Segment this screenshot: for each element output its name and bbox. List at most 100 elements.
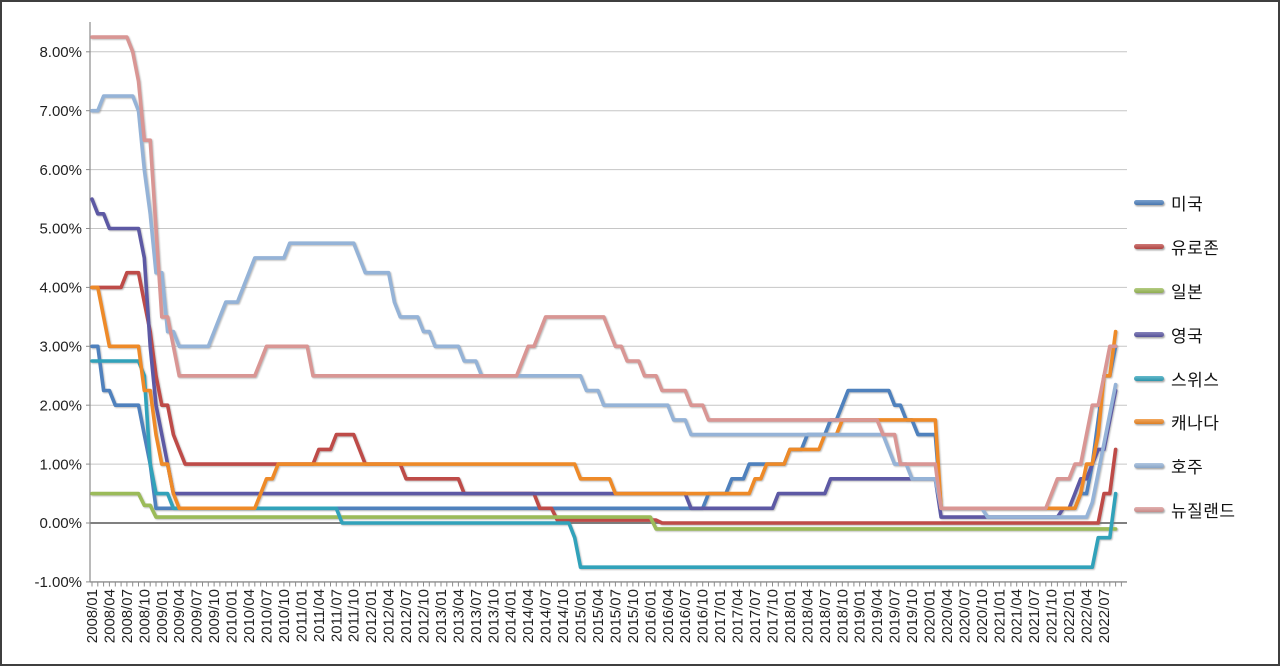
legend-marker-line (1134, 200, 1164, 206)
series-line-뉴질랜드 (90, 35, 1118, 511)
x-tick-label: 2012/07 (398, 589, 415, 643)
legend-item: 일본 (1134, 269, 1236, 313)
legend-label: 미국 (1171, 195, 1204, 215)
legend-item: 호주 (1134, 444, 1236, 488)
legend-marker-line (1134, 244, 1164, 250)
y-tick-label: 1.00% (39, 456, 82, 473)
x-tick-label: 2022/07 (1096, 589, 1113, 643)
legend-label: 호주 (1171, 458, 1204, 478)
legend-item: 뉴질랜드 (1134, 488, 1236, 532)
x-tick-label: 2017/01 (712, 589, 729, 643)
x-tick-label: 2015/10 (625, 589, 642, 643)
x-tick-label: 2009/10 (206, 589, 223, 643)
x-tick-label: 2020/10 (974, 589, 991, 643)
x-tick-label: 2020/04 (939, 589, 956, 643)
legend-marker-line (1134, 463, 1164, 469)
x-tick-label: 2010/04 (241, 589, 258, 643)
x-tick-label: 2013/10 (485, 589, 502, 643)
legend-item: 유로존 (1134, 225, 1236, 269)
x-tick-label: 2014/04 (520, 589, 537, 643)
x-tick-label: 2018/07 (817, 589, 834, 643)
legend-label: 영국 (1171, 326, 1204, 346)
x-tick-label: 2016/07 (677, 589, 694, 643)
y-tick-label: -1.00% (34, 574, 82, 591)
x-tick-label: 2010/07 (259, 589, 276, 643)
x-tick-label: 2012/10 (416, 589, 433, 643)
legend-marker-line (1134, 287, 1164, 293)
x-tick-label: 2017/10 (765, 589, 782, 643)
legend-marker-line (1134, 331, 1164, 337)
y-tick-label: 8.00% (39, 44, 82, 61)
y-tick-label: 4.00% (39, 280, 82, 297)
x-tick-label: 2010/01 (224, 589, 241, 643)
series-line-영국 (90, 197, 1118, 519)
legend-item: 영국 (1134, 312, 1236, 356)
y-tick-label: 7.00% (39, 103, 82, 120)
y-tick-label: 0.00% (39, 515, 82, 532)
x-tick-label: 2008/10 (136, 589, 153, 643)
x-tick-label: 2016/01 (642, 589, 659, 643)
y-tick-label: 3.00% (39, 339, 82, 356)
x-tick-label: 2017/07 (747, 589, 764, 643)
series-line-미국 (90, 344, 1118, 511)
x-tick-label: 2013/01 (433, 589, 450, 643)
legend-label: 일본 (1171, 282, 1204, 302)
axes (86, 22, 1122, 587)
x-tick-label: 2019/07 (887, 589, 904, 643)
y-tick-label: 2.00% (39, 397, 82, 414)
x-tick-label: 2012/04 (381, 589, 398, 643)
x-tick-label: 2008/04 (101, 589, 118, 643)
x-tick-label: 2021/01 (991, 589, 1008, 643)
x-tick-label: 2014/01 (503, 589, 520, 643)
x-tick-label: 2011/07 (328, 589, 345, 642)
x-tick-label: 2018/01 (782, 589, 799, 643)
x-tick-label: 2011/04 (311, 589, 328, 642)
legend-marker-line (1134, 375, 1164, 381)
series-line-유로존 (90, 270, 1118, 525)
x-tick-label: 2019/01 (852, 589, 869, 643)
x-tick-label: 2014/07 (538, 589, 555, 643)
legend-label: 캐나다 (1171, 414, 1220, 434)
series-line-일본 (90, 491, 1118, 531)
x-tick-label: 2012/01 (363, 589, 380, 643)
x-tick-label: 2019/04 (869, 589, 886, 643)
legend-item: 캐나다 (1134, 400, 1236, 444)
y-tick-label: 5.00% (39, 221, 82, 238)
legend-item: 스위스 (1134, 356, 1236, 400)
x-tick-label: 2020/07 (956, 589, 973, 643)
x-tick-label: 2020/01 (922, 589, 939, 643)
y-axis-labels: 8.00% 7.00% 6.00% 5.00% 4.00% 3.00% 2.00% 1.00%… (34, 44, 82, 591)
x-tick-label: 2016/04 (660, 589, 677, 643)
x-tick-label: 2019/10 (904, 589, 921, 643)
legend-marker-line (1134, 419, 1164, 425)
legend-label: 유로존 (1171, 239, 1220, 259)
x-tick-label: 2010/10 (276, 589, 293, 643)
x-tick-label: 2009/01 (154, 589, 171, 643)
plot-series (90, 35, 1118, 570)
x-tick-label: 2011/10 (346, 589, 363, 642)
legend-item: 미국 (1134, 181, 1236, 225)
x-tick-label: 2016/10 (695, 589, 712, 643)
x-axis-labels: 2008/01 2008/04 2008/07 2008/10 2009/01 2009/… (84, 589, 1113, 643)
x-tick-label: 2009/04 (171, 589, 188, 643)
x-tick-label: 2015/01 (573, 589, 590, 643)
legend-label: 뉴질랜드 (1171, 501, 1236, 521)
x-tick-label: 2021/10 (1044, 589, 1061, 643)
x-tick-label: 2018/10 (834, 589, 851, 643)
legend-marker-line (1134, 506, 1164, 512)
series-line-호주 (90, 94, 1118, 519)
x-tick-label: 2008/01 (84, 589, 101, 643)
x-tick-label: 2011/01 (293, 589, 310, 642)
x-tick-label: 2013/07 (468, 589, 485, 643)
x-tick-label: 2022/04 (1079, 589, 1096, 643)
legend-label: 스위스 (1171, 370, 1220, 390)
x-tick-label: 2021/07 (1026, 589, 1043, 643)
x-tick-label: 2009/07 (189, 589, 206, 643)
x-tick-label: 2018/04 (799, 589, 816, 643)
x-tick-label: 2021/04 (1009, 589, 1026, 643)
x-tick-label: 2015/04 (590, 589, 607, 643)
y-tick-label: 6.00% (39, 162, 82, 179)
